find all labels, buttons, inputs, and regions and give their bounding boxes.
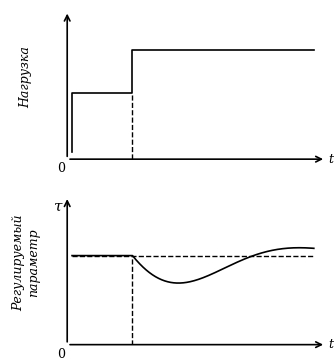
Text: Нагрузка: Нагрузка	[19, 47, 32, 108]
Text: 0: 0	[57, 348, 65, 359]
Text: t: t	[328, 338, 333, 351]
Text: Регулируемый
параметр: Регулируемый параметр	[12, 215, 40, 311]
Text: τ: τ	[54, 199, 62, 213]
Text: t: t	[328, 153, 333, 165]
Text: 0: 0	[57, 162, 65, 175]
